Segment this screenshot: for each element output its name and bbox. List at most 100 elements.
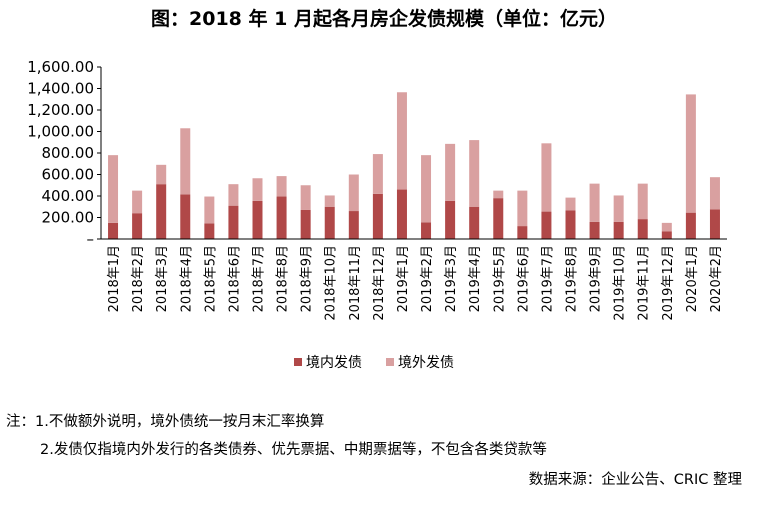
x-tick-label: 2018年4月 — [179, 245, 194, 312]
bar-domestic — [228, 205, 239, 239]
x-tick-label: 2018年12月 — [372, 245, 387, 321]
x-tick-label: 2018年10月 — [324, 245, 339, 321]
bar-domestic — [180, 194, 191, 239]
bar-domestic — [372, 193, 383, 239]
x-tick-label: 2019年6月 — [516, 245, 531, 312]
bar-overseas — [493, 190, 504, 199]
bar-domestic — [300, 209, 311, 239]
x-tick-label: 2019年10月 — [613, 245, 628, 321]
bar-domestic — [445, 200, 456, 239]
bar-overseas — [589, 183, 600, 222]
bar-overseas — [132, 190, 143, 214]
x-tick-label: 2019年4月 — [468, 245, 483, 312]
x-tick-label: 2019年1月 — [396, 245, 411, 312]
bar-domestic — [396, 189, 407, 239]
y-axis: – 200.00 400.00 600.00 800.00 1,000.00 1,200.0… — [27, 58, 102, 248]
x-tick-label: 2018年7月 — [252, 245, 267, 312]
bar-domestic — [324, 206, 335, 239]
x-tick-label: 2018年2月 — [131, 245, 146, 312]
x-tick-label: 2019年3月 — [444, 245, 459, 312]
stacked-bar-chart: – 200.00 400.00 600.00 800.00 1,000.00 1,200.0… — [27, 58, 727, 321]
bar-overseas — [469, 140, 480, 207]
bar-domestic — [541, 211, 552, 239]
bar-domestic — [108, 222, 119, 239]
bar-domestic — [517, 226, 528, 239]
x-axis: 2018年1月 2018年2月 2018年3月 2018年4月 2018年5月 2018年… — [101, 238, 727, 321]
bar-overseas — [613, 195, 624, 222]
bar-domestic — [493, 198, 504, 239]
x-tick-label: 2019年2月 — [420, 245, 435, 312]
legend-swatch-overseas — [386, 358, 394, 366]
x-tick-label: 2019年11月 — [637, 245, 652, 321]
bar-domestic — [132, 213, 143, 239]
bar-domestic — [637, 219, 648, 239]
bar-domestic — [661, 231, 672, 239]
bar-overseas — [204, 196, 215, 224]
x-tick-label: 2018年5月 — [203, 245, 218, 312]
bar-overseas — [252, 178, 263, 201]
bar-overseas — [661, 222, 672, 232]
bar-overseas — [565, 197, 576, 211]
bar-overseas — [180, 128, 191, 195]
bar-domestic — [348, 211, 359, 239]
x-tick-label: 2019年7月 — [540, 245, 555, 312]
x-tick-label: 2018年8月 — [276, 245, 291, 312]
bar-domestic — [421, 222, 432, 239]
bar-domestic — [613, 221, 624, 239]
legend-swatch-domestic — [294, 358, 302, 366]
note-line-1: 注：1.不做额外说明，境外债统一按月末汇率换算 — [6, 414, 325, 430]
bar-overseas — [541, 143, 552, 212]
bar-overseas — [445, 143, 456, 201]
chart-title: 图：2018 年 1 月起各月房企发债规模（单位：亿元） — [151, 8, 617, 30]
x-tick-label: 2018年1月 — [107, 245, 122, 312]
x-tick-label: 2020年1月 — [685, 245, 700, 312]
bar-overseas — [276, 176, 287, 197]
bar-domestic — [589, 221, 600, 239]
y-tick-label: – — [87, 230, 95, 248]
bar-overseas — [396, 92, 407, 190]
bar-domestic — [252, 200, 263, 239]
note-line-2: 2.发债仅指境内外发行的各类债券、优先票据、中期票据等，不包含各类贷款等 — [40, 442, 547, 458]
y-tick-label: 600.00 — [42, 166, 95, 184]
bar-overseas — [228, 184, 239, 206]
bar-overseas — [300, 185, 311, 210]
bar-domestic — [156, 184, 167, 239]
x-tick-label: 2020年2月 — [709, 245, 724, 312]
bar-domestic — [685, 212, 696, 239]
y-tick-label: 400.00 — [42, 187, 95, 205]
bar-overseas — [372, 154, 383, 194]
bar-overseas — [517, 190, 528, 227]
bar-series — [108, 92, 720, 239]
x-tick-label: 2019年12月 — [661, 245, 676, 321]
legend-label-overseas: 境外发债 — [398, 355, 454, 371]
y-tick-label: 1,000.00 — [27, 123, 94, 141]
x-tick-label: 2019年8月 — [565, 245, 580, 312]
bar-overseas — [348, 174, 359, 212]
y-tick-label: 1,200.00 — [27, 101, 94, 119]
y-tick-label: 200.00 — [42, 209, 95, 227]
legend-item-overseas: 境外发债 — [386, 352, 454, 372]
legend-item-domestic: 境内发债 — [294, 352, 362, 372]
bar-overseas — [685, 94, 696, 213]
bar-domestic — [709, 209, 720, 239]
x-tick-label: 2018年9月 — [300, 245, 315, 312]
bar-domestic — [276, 196, 287, 239]
legend-label-domestic: 境内发债 — [306, 355, 362, 371]
bar-domestic — [469, 206, 480, 239]
bar-overseas — [156, 164, 167, 185]
bar-overseas — [108, 155, 119, 223]
y-tick-label: 1,600.00 — [27, 58, 94, 76]
x-tick-label: 2018年6月 — [227, 245, 242, 312]
bar-overseas — [324, 195, 335, 207]
x-tick-label: 2018年3月 — [155, 245, 170, 312]
y-tick-label: 1,400.00 — [27, 80, 94, 98]
x-tick-label: 2018年11月 — [348, 245, 363, 321]
legend: 境内发债 境外发债 — [294, 352, 454, 372]
bar-overseas — [421, 155, 432, 223]
bar-domestic — [565, 210, 576, 239]
data-source: 数据来源：企业公告、CRIC 整理 — [528, 472, 742, 488]
x-tick-label: 2019年9月 — [589, 245, 604, 312]
bar-domestic — [204, 223, 215, 239]
x-tick-label: 2019年5月 — [492, 245, 507, 312]
y-tick-label: 800.00 — [42, 144, 95, 162]
